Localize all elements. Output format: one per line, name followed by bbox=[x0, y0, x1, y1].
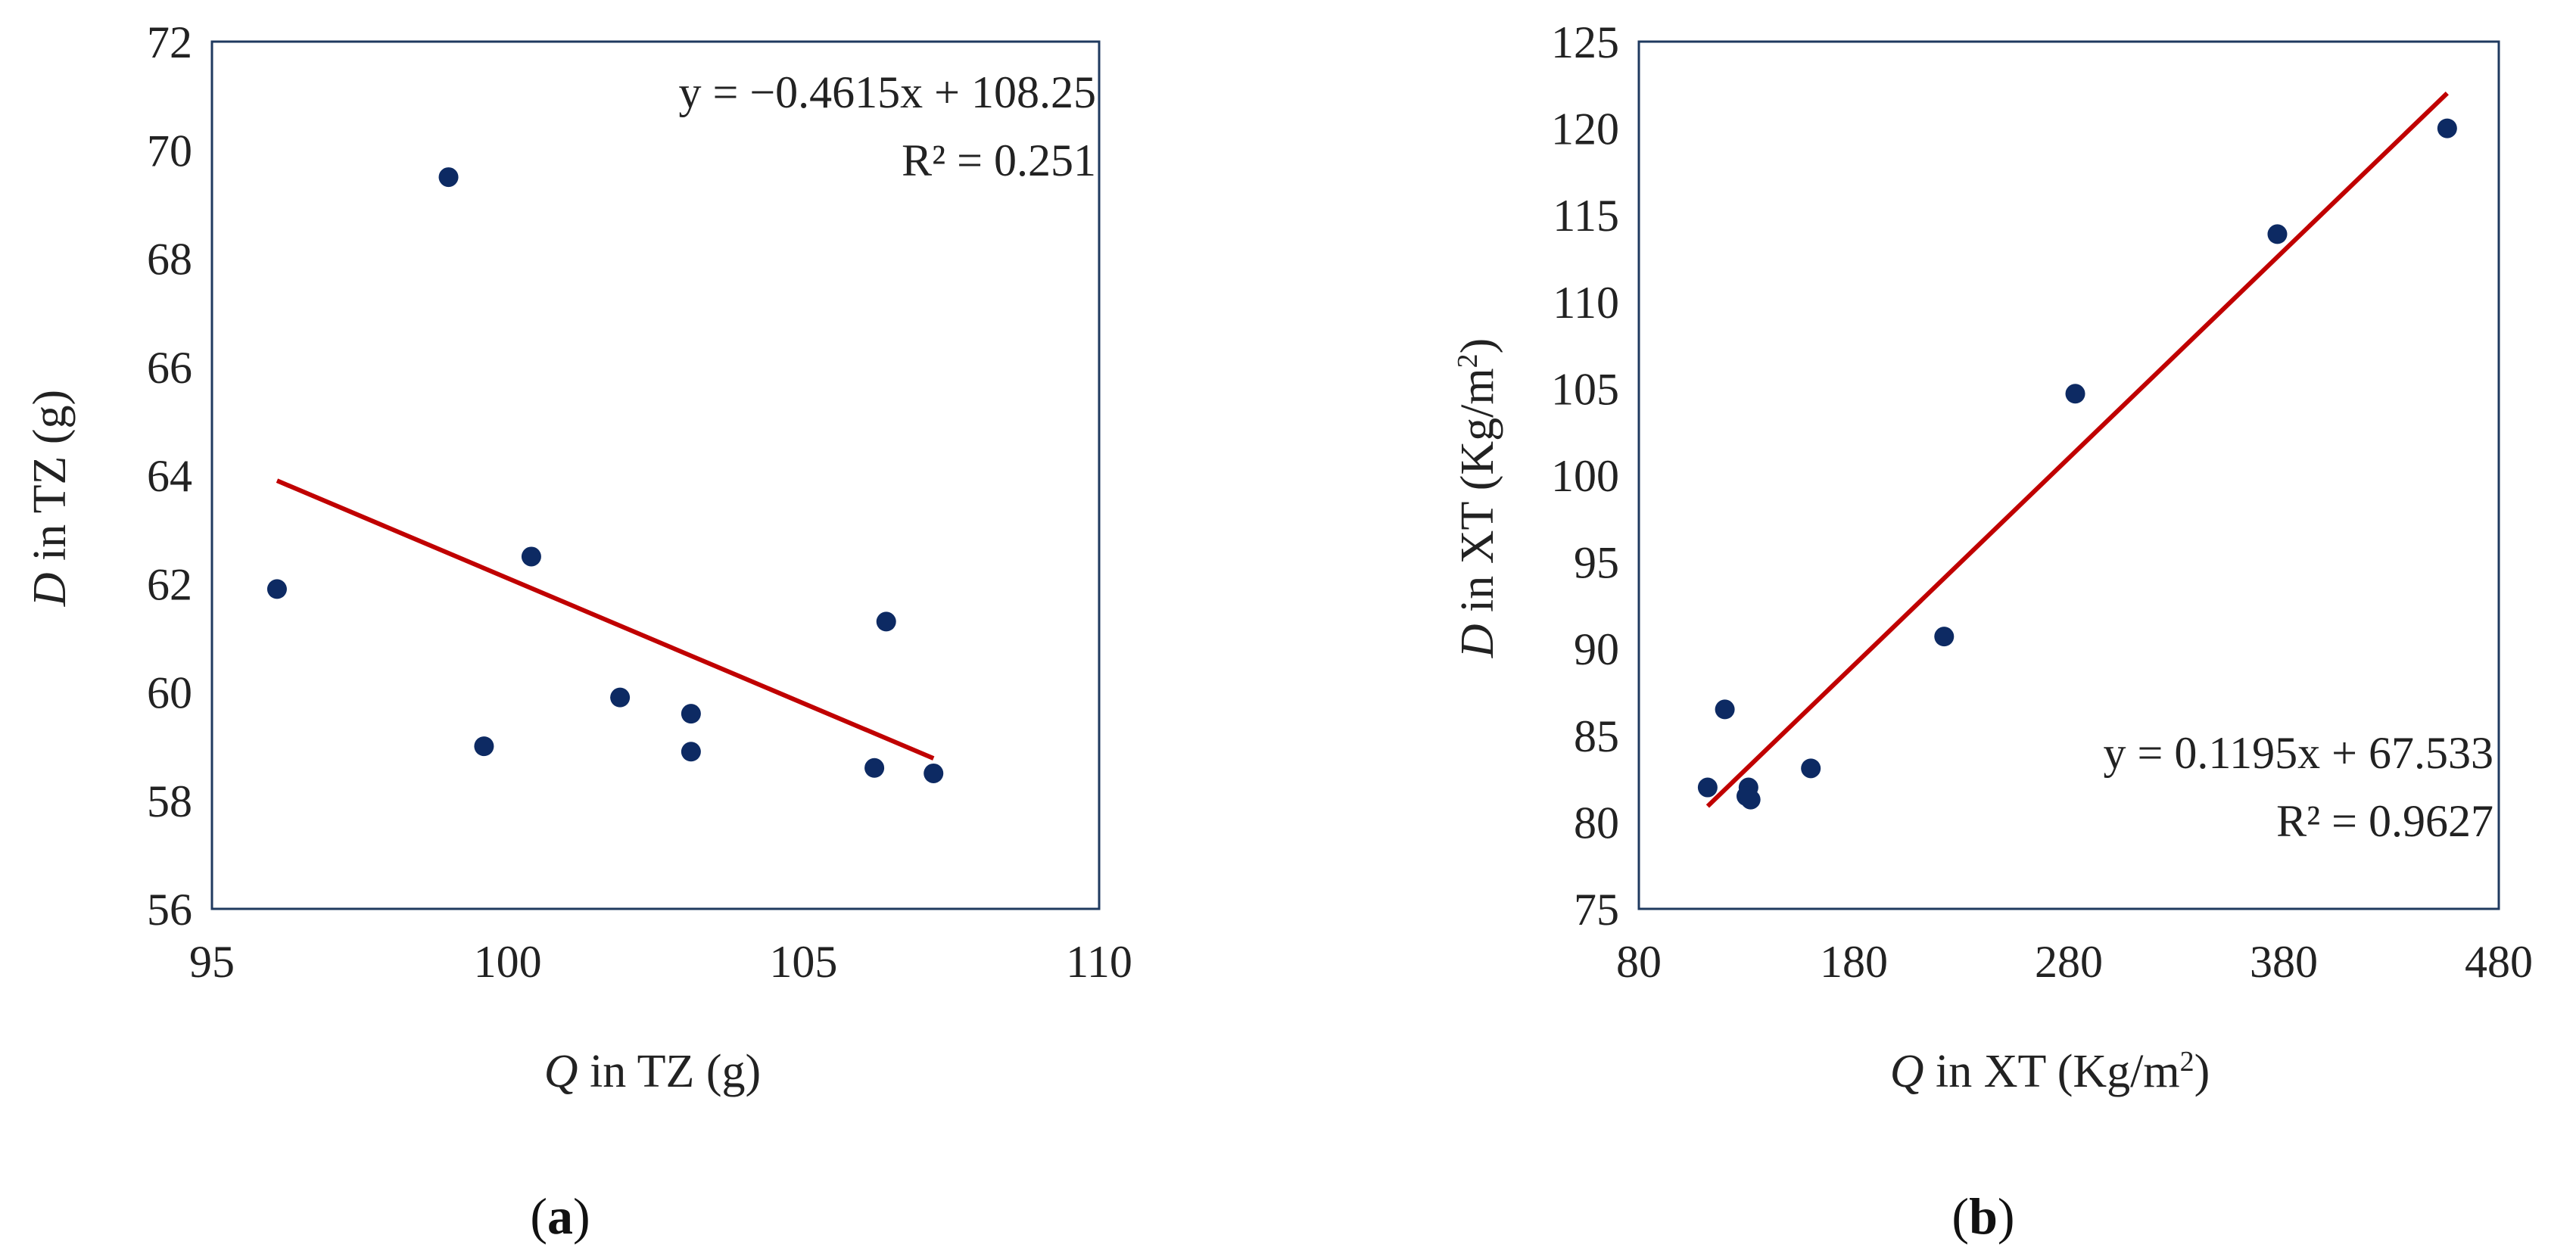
y-tick-label-b: 115 bbox=[1553, 191, 1619, 241]
x-axis-title-a: Q in TZ (g) bbox=[544, 1046, 761, 1097]
y-axis-close-b: ) bbox=[1452, 338, 1503, 354]
x-tick-label-a: 105 bbox=[769, 937, 837, 987]
y-ticks-a: 56 58 60 62 64 66 68 70 72 bbox=[147, 17, 192, 935]
data-point-b bbox=[1801, 758, 1821, 779]
data-point-b bbox=[1715, 699, 1735, 720]
x-tick-label-b: 80 bbox=[1616, 937, 1662, 987]
data-point-a bbox=[864, 758, 885, 778]
y-axis-text-b: in XT (Kg/m bbox=[1452, 368, 1503, 624]
y-tick-label-b: 90 bbox=[1574, 624, 1619, 674]
y-tick-label-b: 105 bbox=[1551, 364, 1619, 414]
points-b bbox=[1697, 118, 2457, 810]
x-ticks-a: 95 100 105 110 bbox=[189, 937, 1132, 987]
y-tick-label-a: 72 bbox=[147, 17, 192, 67]
y-axis-var-a: D bbox=[24, 572, 76, 607]
data-point-a bbox=[681, 742, 701, 762]
data-point-b bbox=[2065, 384, 2085, 404]
y-axis-sup-b: 2 bbox=[1452, 353, 1484, 368]
data-point-b bbox=[1934, 627, 1955, 647]
data-point-b bbox=[1740, 789, 1761, 810]
y-tick-label-b: 125 bbox=[1551, 17, 1619, 67]
data-point-a bbox=[438, 167, 459, 188]
y-tick-label-a: 62 bbox=[147, 559, 192, 609]
y-tick-label-b: 95 bbox=[1574, 538, 1619, 588]
equation-a: y = −0.4615x + 108.25 bbox=[678, 67, 1096, 117]
data-point-b bbox=[2437, 118, 2457, 138]
y-tick-label-a: 56 bbox=[147, 885, 192, 935]
x-axis-text-b: in XT (Kg/m bbox=[1924, 1046, 2180, 1097]
plot-frame-a bbox=[210, 40, 1101, 910]
y-tick-label-a: 64 bbox=[147, 451, 192, 501]
data-point-a bbox=[924, 763, 944, 783]
x-tick-label-b: 180 bbox=[1820, 937, 1888, 987]
y-tick-label-a: 66 bbox=[147, 343, 192, 393]
points-a bbox=[266, 167, 944, 783]
x-tick-label-b: 280 bbox=[2035, 937, 2103, 987]
data-point-a bbox=[521, 546, 541, 567]
x-axis-title-b: Q in XT (Kg/m2) bbox=[1890, 1046, 2210, 1097]
y-tick-label-a: 60 bbox=[147, 668, 192, 718]
x-axis-var-b: Q bbox=[1890, 1046, 1924, 1097]
y-axis-title-b: D in XT (Kg/m2) bbox=[1452, 338, 1503, 659]
data-point-a bbox=[681, 704, 701, 724]
y-tick-label-b: 110 bbox=[1553, 278, 1619, 328]
x-tick-label-b: 380 bbox=[2250, 937, 2318, 987]
equation-b: y = 0.1195x + 67.533 bbox=[2104, 728, 2493, 778]
caption-b: (b) bbox=[1951, 1187, 2014, 1245]
data-point-a bbox=[474, 736, 494, 757]
y-tick-label-a: 58 bbox=[147, 776, 192, 826]
data-point-b bbox=[1697, 777, 1718, 798]
x-ticks-b: 80 180 280 380 480 bbox=[1616, 937, 2533, 987]
x-axis-close-b: ) bbox=[2194, 1046, 2210, 1097]
y-ticks-b: 75 80 85 90 95 100 105 110 115 120 125 bbox=[1551, 17, 1619, 935]
y-tick-label-b: 120 bbox=[1551, 104, 1619, 154]
x-tick-label-a: 110 bbox=[1066, 937, 1132, 987]
data-point-b bbox=[2267, 224, 2288, 244]
plot-frame-b bbox=[1637, 40, 2500, 910]
r-squared-b: R² = 0.9627 bbox=[2276, 796, 2493, 846]
x-axis-var-a: Q bbox=[544, 1046, 578, 1097]
x-tick-label-a: 95 bbox=[189, 937, 235, 987]
y-tick-label-b: 100 bbox=[1551, 451, 1619, 501]
caption-a: (a) bbox=[530, 1187, 590, 1245]
y-axis-text-a: in TZ (g) bbox=[24, 390, 76, 573]
y-tick-label-b: 80 bbox=[1574, 798, 1619, 848]
y-tick-label-b: 75 bbox=[1574, 885, 1619, 935]
x-tick-label-a: 100 bbox=[474, 937, 542, 987]
y-axis-var-b: D bbox=[1452, 624, 1503, 659]
trendline-b bbox=[1705, 92, 2449, 808]
trendline-a bbox=[276, 478, 935, 761]
y-tick-label-b: 85 bbox=[1574, 711, 1619, 761]
x-axis-text-a: in TZ (g) bbox=[578, 1046, 762, 1097]
y-tick-label-a: 68 bbox=[147, 235, 192, 285]
y-tick-label-a: 70 bbox=[147, 126, 192, 176]
x-tick-label-b: 480 bbox=[2465, 937, 2533, 987]
chart-a: 56 58 60 62 64 66 68 70 72 95 100 105 110 y = −0.46… bbox=[24, 17, 1132, 1245]
data-point-a bbox=[266, 579, 287, 599]
data-point-a bbox=[610, 687, 631, 708]
x-axis-sup-b: 2 bbox=[2180, 1046, 2194, 1078]
y-axis-title-a: D in TZ (g) bbox=[24, 390, 76, 607]
r-squared-a: R² = 0.251 bbox=[902, 135, 1096, 185]
data-point-a bbox=[876, 611, 896, 632]
